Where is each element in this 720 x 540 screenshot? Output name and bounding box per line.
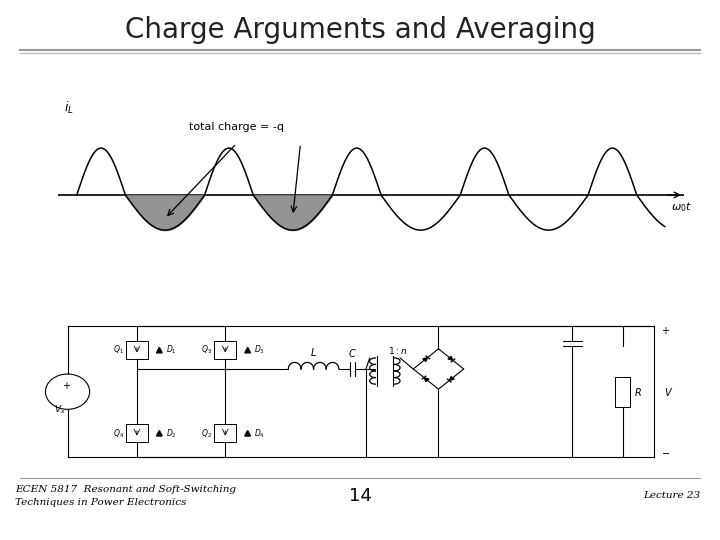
- Polygon shape: [245, 430, 251, 436]
- Bar: [126, 424, 148, 442]
- Text: +: +: [660, 326, 669, 336]
- Text: total charge = -q: total charge = -q: [189, 122, 284, 132]
- Bar: [215, 341, 236, 359]
- Text: $D_3$: $D_3$: [254, 344, 265, 356]
- Text: $V_s$: $V_s$: [54, 403, 66, 416]
- Text: $Q_3$: $Q_3$: [202, 344, 212, 356]
- Bar: [126, 341, 148, 359]
- Text: +: +: [62, 381, 70, 390]
- Text: $C$: $C$: [348, 347, 356, 359]
- Bar: [215, 424, 236, 442]
- Polygon shape: [245, 347, 251, 353]
- Polygon shape: [156, 347, 162, 353]
- Text: $1:n$: $1:n$: [388, 345, 408, 356]
- Text: $\omega_0 t$: $\omega_0 t$: [671, 200, 693, 214]
- Polygon shape: [449, 376, 454, 380]
- Bar: [615, 376, 630, 407]
- Text: 14: 14: [348, 487, 372, 505]
- Text: $D_1$: $D_1$: [166, 344, 176, 356]
- Text: $D_2$: $D_2$: [166, 427, 176, 440]
- Text: $Q_2$: $Q_2$: [202, 427, 212, 440]
- Text: $V$: $V$: [664, 386, 673, 397]
- Polygon shape: [424, 378, 429, 382]
- Text: $Q_1$: $Q_1$: [113, 344, 124, 356]
- Text: $Q_4$: $Q_4$: [113, 427, 124, 440]
- Text: $i_L$: $i_L$: [64, 100, 74, 116]
- Text: Charge Arguments and Averaging: Charge Arguments and Averaging: [125, 16, 595, 44]
- Polygon shape: [423, 357, 428, 361]
- Text: $D_4$: $D_4$: [254, 427, 265, 440]
- Text: $R$: $R$: [634, 386, 642, 397]
- Polygon shape: [156, 430, 162, 436]
- Text: ECEN 5817  Resonant and Soft-Switching
Techniques in Power Electronics: ECEN 5817 Resonant and Soft-Switching Te…: [15, 485, 236, 507]
- Polygon shape: [448, 356, 453, 360]
- Text: Lecture 23: Lecture 23: [643, 491, 700, 501]
- Text: $L$: $L$: [310, 346, 317, 359]
- Text: $-$: $-$: [660, 447, 670, 457]
